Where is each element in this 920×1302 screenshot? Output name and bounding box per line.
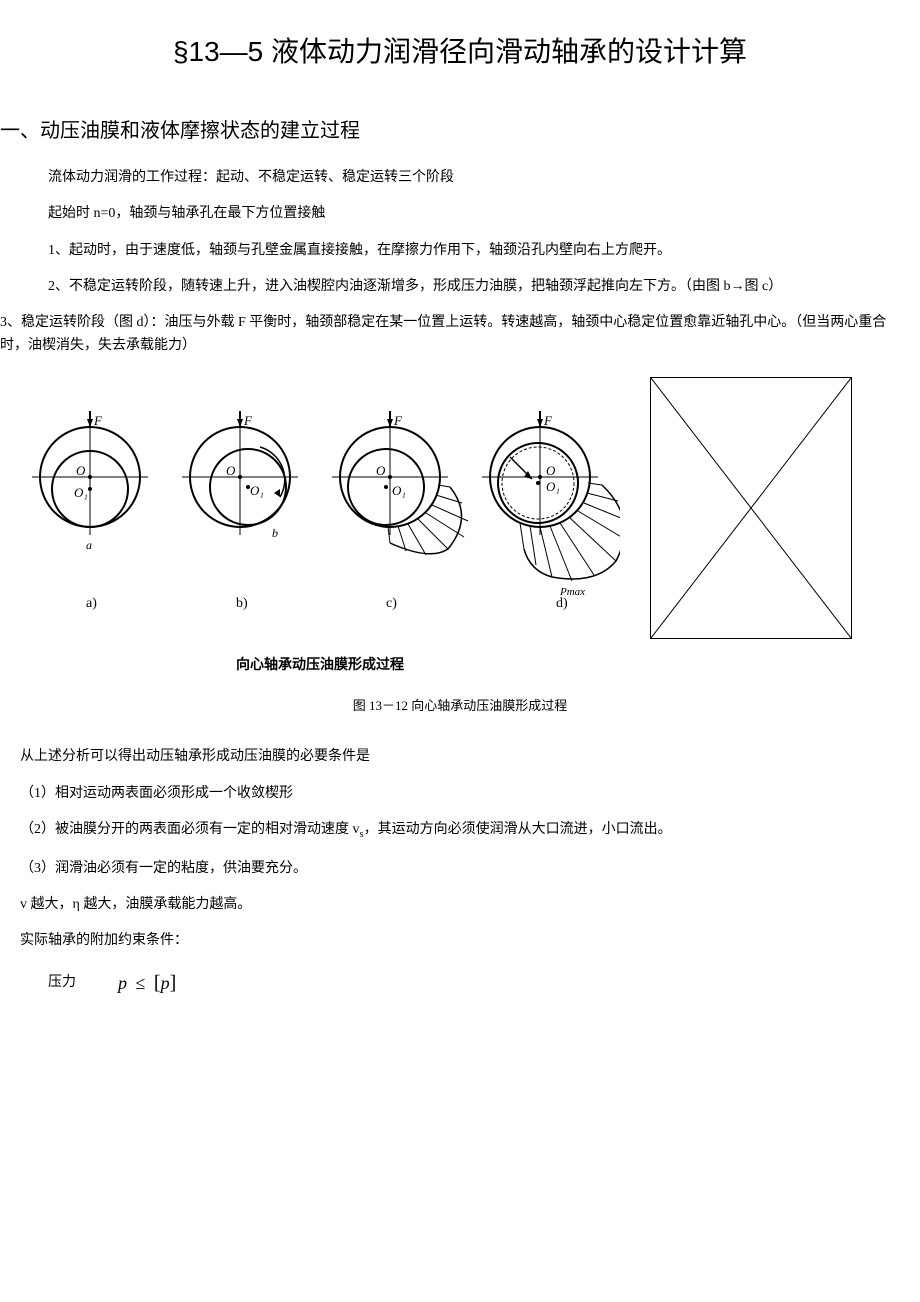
constraints-heading: 实际轴承的附加约束条件：: [20, 930, 900, 952]
fig-label-b: b): [236, 596, 248, 611]
bracket-open-icon: [: [154, 972, 161, 994]
x-box-svg: [651, 378, 851, 638]
note-velocity-viscosity: v 越大，η 越大，油膜承载能力越高。: [20, 894, 900, 916]
bracket-close-icon: ]: [170, 972, 177, 994]
svg-text:O: O: [376, 463, 386, 478]
paragraph-step3: 3、稳定运转阶段（图 d）：油压与外载 F 平衡时，轴颈部稳定在某一位置上运转。…: [0, 312, 900, 357]
figure-embedded-caption: 向心轴承动压油膜形成过程: [20, 653, 620, 675]
pressure-label: 压力: [48, 972, 76, 994]
bearing-formation-svg: O O₁ F a O O₁ F: [20, 377, 620, 647]
pressure-formula: p ≤ [p]: [118, 967, 176, 999]
paragraph-step2: 2、不稳定运转阶段，随转速上升，进入油楔腔内油逐渐增多，形成压力油膜，把轴颈浮起…: [20, 276, 900, 298]
figure-placeholder-box: [650, 377, 852, 639]
svg-text:F: F: [93, 413, 103, 428]
figure-row: O O₁ F a O O₁ F: [20, 377, 900, 675]
fig-label-d: d): [556, 596, 568, 611]
svg-text:O: O: [546, 463, 556, 478]
figure-caption: 图 13－12 向心轴承动压油膜形成过程: [20, 696, 900, 717]
svg-text:O: O: [76, 463, 86, 478]
pressure-op: ≤: [136, 973, 146, 993]
svg-text:a: a: [86, 538, 92, 552]
svg-text:O₁: O₁: [74, 485, 88, 500]
pressure-rhs: p: [161, 973, 170, 993]
svg-text:F: F: [393, 413, 403, 428]
x-box: [650, 377, 852, 639]
fig-label-c: c): [386, 596, 397, 611]
svg-text:b: b: [272, 526, 278, 540]
svg-text:F: F: [543, 413, 553, 428]
condition-2-pre: （2）被油膜分开的两表面必须有一定的相对滑动速度 v: [20, 822, 360, 837]
fig-label-a: a): [86, 596, 97, 611]
svg-text:O₁: O₁: [250, 483, 264, 498]
condition-2: （2）被油膜分开的两表面必须有一定的相对滑动速度 vs，其运动方向必须使润滑从大…: [20, 819, 900, 844]
paragraph-step1: 1、起动时，由于速度低，轴颈与孔壁金属直接接触，在摩擦力作用下，轴颈沿孔内壁向右…: [20, 240, 900, 262]
svg-text:O: O: [226, 463, 236, 478]
condition-2-post: ，其运动方向必须使润滑从大口流进，小口流出。: [364, 822, 672, 837]
figure-diagrams: O O₁ F a O O₁ F: [20, 377, 620, 675]
section-heading-1: 一、动压油膜和液体摩擦状态的建立过程: [0, 115, 900, 147]
svg-text:O₁: O₁: [392, 483, 406, 498]
conditions-intro: 从上述分析可以得出动压轴承形成动压油膜的必要条件是: [20, 746, 900, 768]
condition-3: （3）润滑油必须有一定的粘度，供油要充分。: [20, 858, 900, 880]
pressure-constraint-row: 压力 p ≤ [p]: [20, 967, 900, 999]
condition-1: （1）相对运动两表面必须形成一个收敛楔形: [20, 783, 900, 805]
svg-text:O₁: O₁: [546, 479, 560, 494]
paragraph-process-intro: 流体动力润滑的工作过程：起动、不稳定运转、稳定运转三个阶段: [20, 167, 900, 189]
svg-text:F: F: [243, 413, 253, 428]
page-title: §13—5 液体动力润滑径向滑动轴承的设计计算: [20, 30, 900, 75]
paragraph-initial: 起始时 n=0，轴颈与轴承孔在最下方位置接触: [20, 203, 900, 225]
pressure-var: p: [118, 973, 127, 993]
